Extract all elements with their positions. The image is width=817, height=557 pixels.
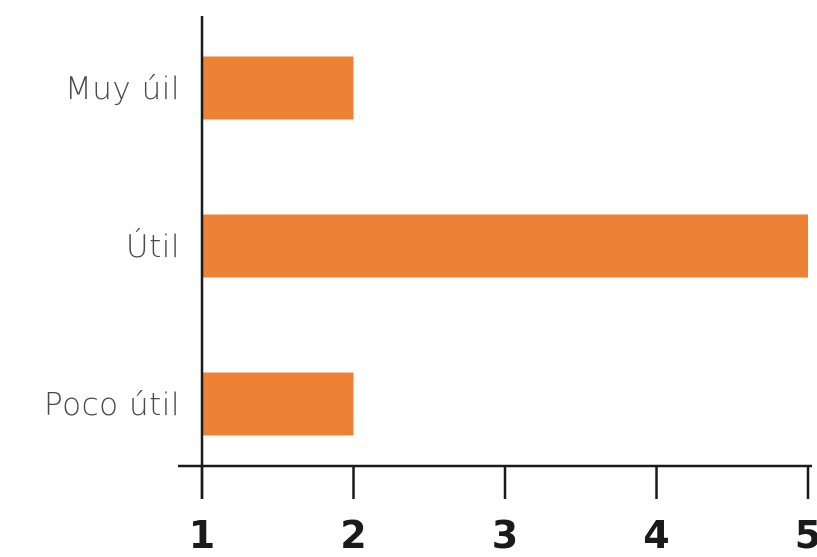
axes-layer [178,16,812,499]
category-label-muy-uil: Muy úil [65,71,180,107]
x-tick-label-3: 3 [492,513,518,552]
x-tick-label-1: 1 [189,513,215,552]
category-label-poco-util: Poco útil [44,387,180,423]
labels-layer: Muy úil Útil Poco útil 1 2 3 4 5 [44,71,817,557]
x-tick-label-2: 2 [340,513,366,552]
x-tick-label-4: 4 [643,513,669,552]
bar-poco-util [202,372,354,436]
bar-util [202,214,808,278]
bar-muy-uil [202,56,354,120]
x-tick-label-5: 5 [795,513,817,552]
bars-layer [202,56,808,436]
category-label-util: Útil [126,228,180,265]
